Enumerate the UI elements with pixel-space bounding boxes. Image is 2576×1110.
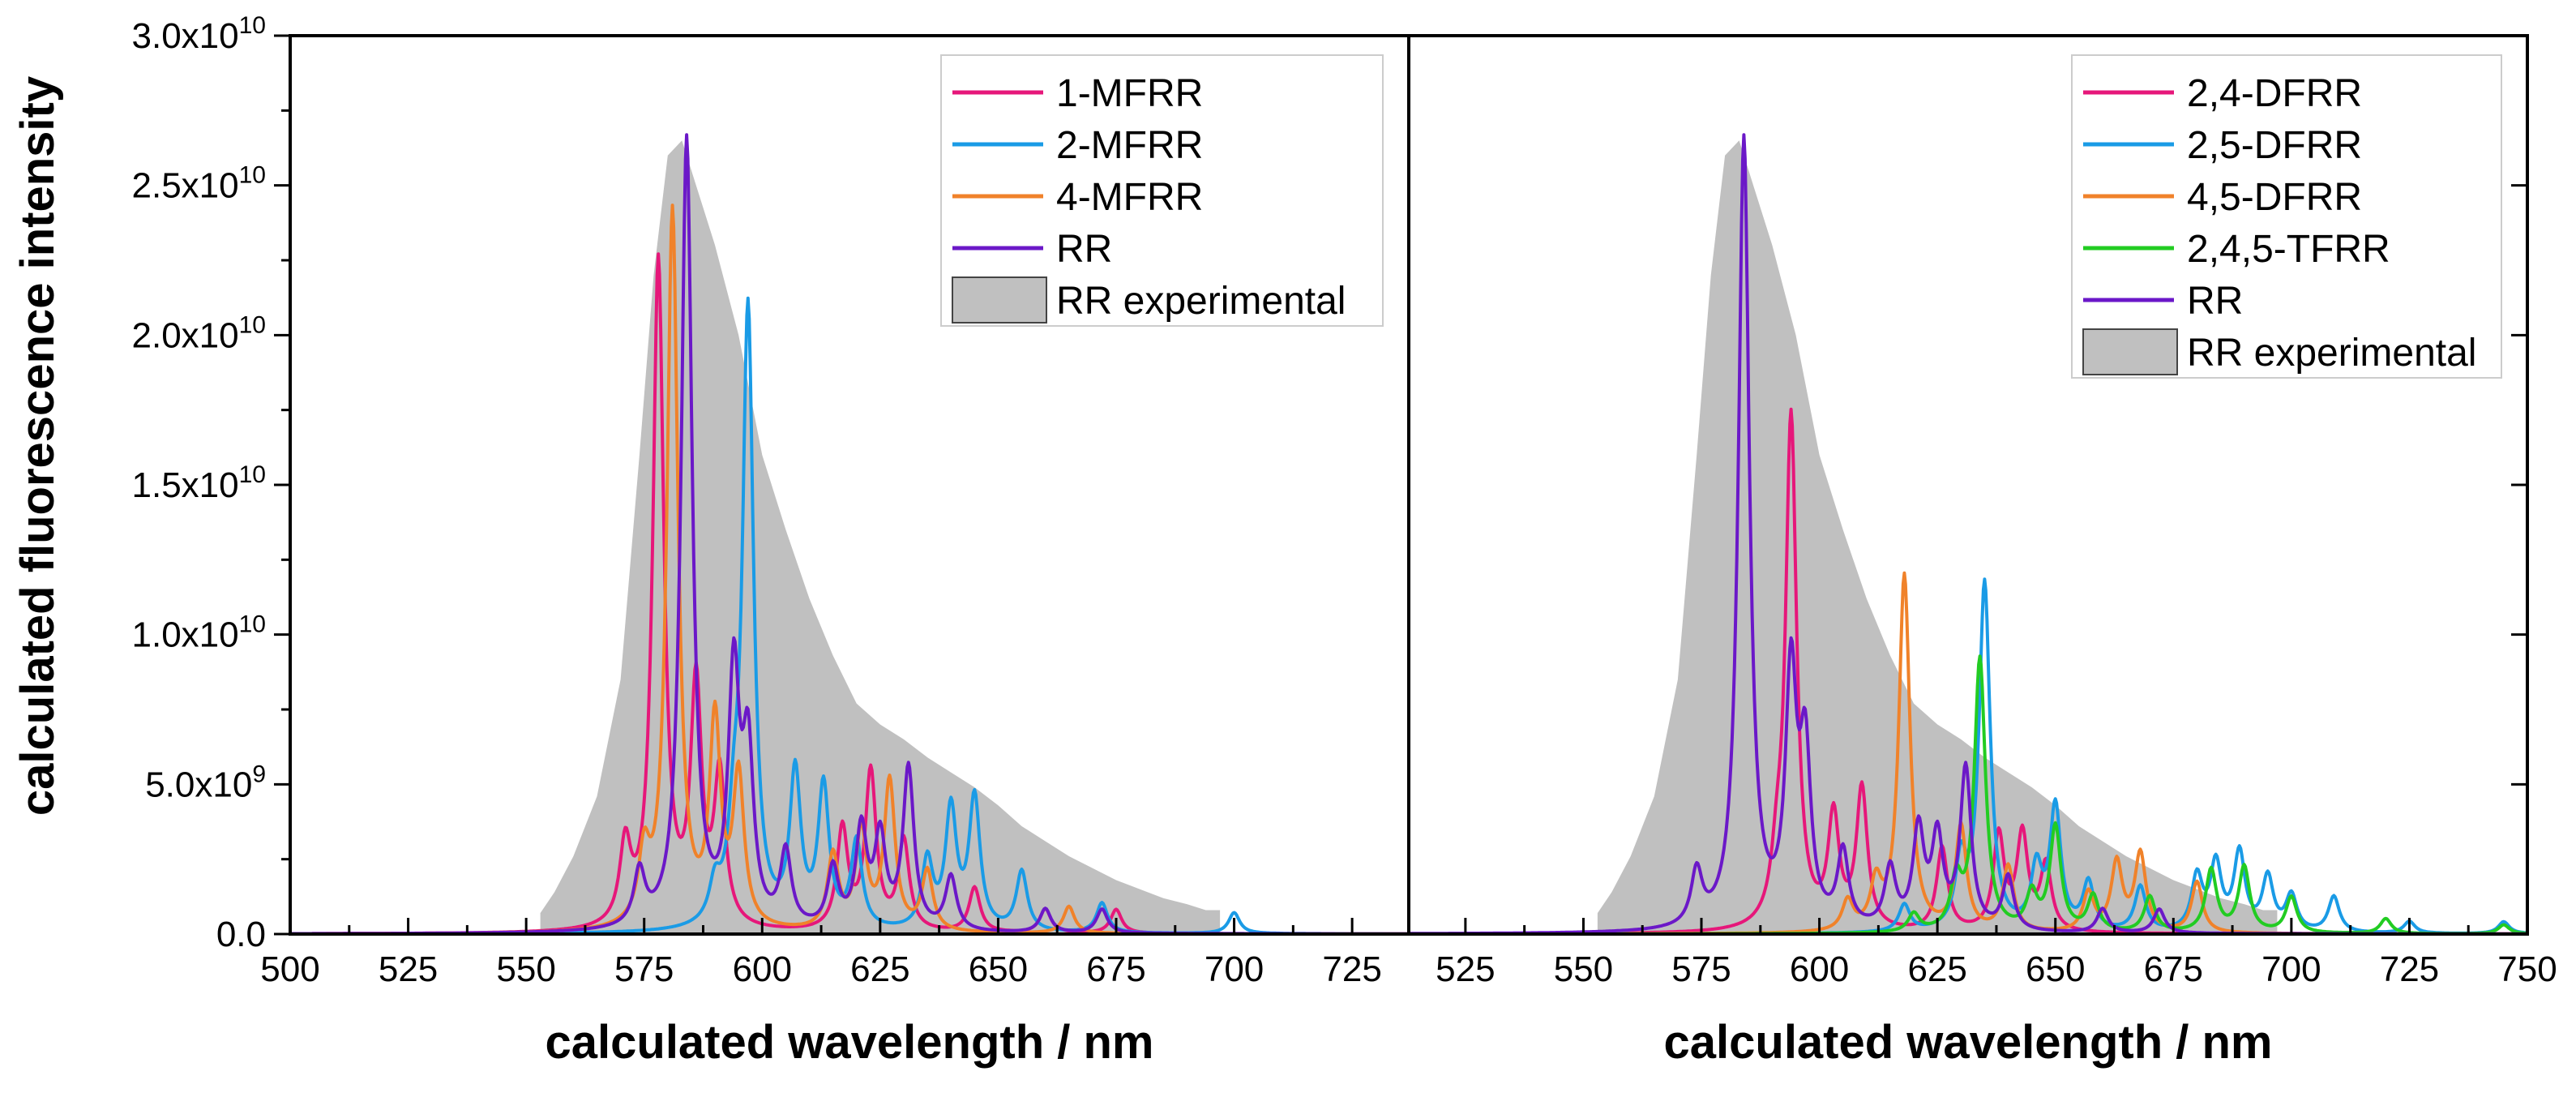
y-tick-label: 0.0 xyxy=(216,915,266,954)
x-tick-label: 550 xyxy=(496,949,555,989)
legend-label: RR xyxy=(1056,228,1112,271)
legend-label: RR xyxy=(2187,280,2243,323)
x-tick-label: 575 xyxy=(614,949,674,989)
x-tick-label: 750 xyxy=(2497,949,2557,989)
legend-box xyxy=(2071,54,2502,379)
x-tick-label: 700 xyxy=(2261,949,2321,989)
y-tick-label: 2.5x1010 xyxy=(132,162,266,206)
y-tick-label: 2.0x1010 xyxy=(132,311,266,355)
legend-label: 2,4,5-TFRR xyxy=(2187,228,2390,271)
legend-label: 2,4-DFRR xyxy=(2187,72,2362,115)
legend-label: 2-MFRR xyxy=(1056,124,1203,167)
x-tick-label: 725 xyxy=(2380,949,2439,989)
series-area-rr-experimental xyxy=(290,140,1409,934)
legend-label: 2,5-DFRR xyxy=(2187,124,2362,167)
x-axis-title-left: calculated wavelength / nm xyxy=(546,1016,1154,1069)
x-tick-label: 525 xyxy=(1436,949,1495,989)
y-tick-label: 1.5x1010 xyxy=(132,461,266,505)
x-tick-label: 525 xyxy=(379,949,438,989)
x-tick-label: 700 xyxy=(1205,949,1264,989)
x-tick-label: 725 xyxy=(1322,949,1381,989)
x-tick-label: 675 xyxy=(2144,949,2203,989)
x-tick-label: 600 xyxy=(733,949,792,989)
legend-label: 1-MFRR xyxy=(1056,72,1203,115)
x-tick-label: 550 xyxy=(1554,949,1613,989)
y-tick-label: 5.0x109 xyxy=(145,761,266,804)
legend-left: 1-MFRR 2-MFRR 4-MFRR RR RR experimental xyxy=(940,54,1384,327)
legend-swatch-rr-experimental xyxy=(2082,328,2178,375)
legend-swatch-rr-experimental xyxy=(952,276,1047,324)
x-tick-label: 650 xyxy=(2026,949,2085,989)
x-tick-label: 575 xyxy=(1671,949,1731,989)
x-tick-label: 650 xyxy=(969,949,1028,989)
legend-label: 4-MFRR xyxy=(1056,176,1203,219)
legend-label: 4,5-DFRR xyxy=(2187,176,2362,219)
series-area-rr-experimental xyxy=(1409,140,2527,934)
legend-label: RR experimental xyxy=(2187,332,2476,375)
x-tick-label: 500 xyxy=(260,949,319,989)
y-tick-label: 1.0x1010 xyxy=(132,611,266,655)
y-axis-title: calculated fluorescence intensity xyxy=(11,76,64,816)
y-tick-label: 3.0x1010 xyxy=(132,12,266,56)
legend-right: 2,4-DFRR 2,5-DFRR 4,5-DFRR 2,4,5-TFRR RR RR e… xyxy=(2071,54,2502,379)
legend-label: RR experimental xyxy=(1056,280,1346,323)
x-tick-label: 675 xyxy=(1086,949,1145,989)
x-tick-label: 625 xyxy=(850,949,909,989)
x-tick-label: 625 xyxy=(1907,949,1966,989)
x-tick-label: 600 xyxy=(1790,949,1849,989)
x-axis-title-right: calculated wavelength / nm xyxy=(1664,1016,2273,1069)
